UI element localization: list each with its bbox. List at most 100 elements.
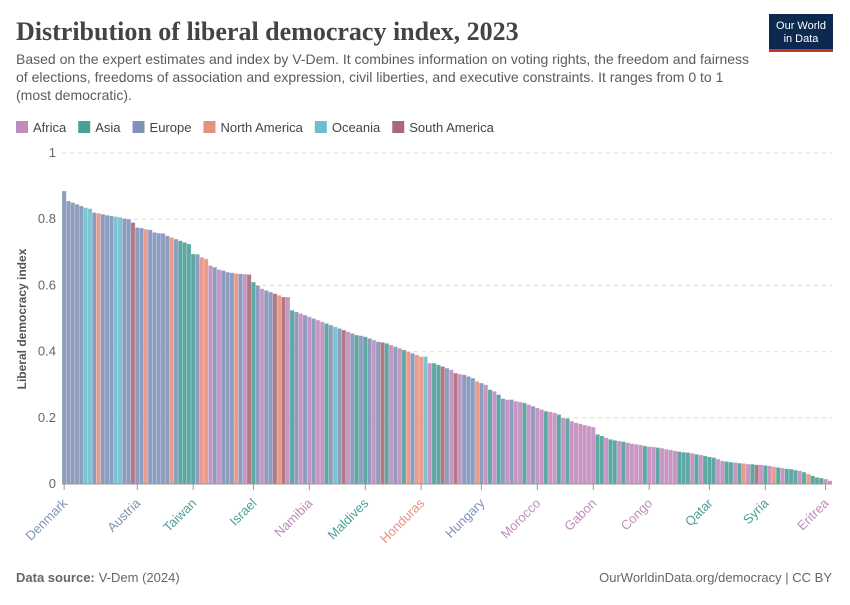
bar [371, 339, 377, 485]
bar [182, 242, 188, 485]
source-label-text: Data source: [16, 570, 95, 585]
bar [164, 235, 170, 485]
bar [504, 399, 510, 485]
bar [741, 463, 747, 485]
bar [500, 398, 506, 485]
bar [595, 434, 601, 485]
bar [354, 334, 360, 485]
bar [431, 362, 437, 485]
bar [74, 204, 80, 485]
bar [823, 478, 828, 485]
bar [113, 216, 119, 485]
bar [332, 326, 338, 485]
bar [556, 414, 562, 485]
bar [659, 447, 665, 485]
legend-label: Europe [150, 120, 192, 135]
bar [470, 377, 476, 485]
bar [629, 443, 635, 485]
source-label: Data source: V-Dem (2024) [16, 570, 180, 585]
bar [521, 402, 527, 485]
bar [620, 441, 626, 485]
bar [642, 445, 648, 485]
y-tick-label: 0.4 [38, 344, 56, 359]
bar [134, 227, 140, 485]
bar [61, 190, 67, 485]
bar [392, 346, 398, 485]
legend-label: South America [409, 120, 494, 135]
bar [401, 349, 407, 485]
bar [775, 467, 781, 485]
bar [810, 475, 816, 485]
bar [246, 274, 252, 485]
bar [70, 202, 76, 485]
x-tick-label: Gabon [561, 496, 599, 534]
logo-text: in Data [784, 33, 820, 45]
bar [195, 253, 200, 485]
bar [259, 288, 265, 485]
bar [173, 238, 179, 485]
bar [457, 373, 463, 485]
bar [341, 329, 347, 485]
bar [109, 215, 114, 485]
bar [478, 382, 484, 485]
bar [143, 228, 149, 485]
bar [405, 351, 411, 485]
bar [732, 462, 738, 485]
bar [663, 448, 669, 485]
bar [388, 344, 394, 485]
bar [517, 401, 523, 485]
bar [509, 399, 514, 485]
y-tick-label: 0.8 [38, 211, 56, 226]
legend-swatch [203, 121, 216, 133]
bar [603, 437, 609, 485]
bar [539, 409, 545, 485]
bar [526, 404, 532, 485]
bar [276, 295, 282, 485]
bar [496, 394, 502, 485]
bar [410, 352, 416, 485]
legend-swatch [78, 121, 91, 133]
bar [719, 460, 725, 485]
x-tick-label: Morocco [498, 496, 544, 542]
bar [285, 296, 291, 485]
bar [728, 461, 734, 485]
url[interactable]: OurWorldinData.org/democracy | CC BY [599, 570, 832, 585]
logo-bar [769, 49, 833, 52]
bar [491, 391, 497, 485]
bar [281, 296, 286, 485]
bar [573, 422, 579, 485]
bar [586, 425, 592, 485]
bar [552, 412, 557, 485]
bar [250, 281, 256, 485]
bar [418, 356, 424, 485]
logo-box[interactable] [769, 14, 833, 52]
bar [169, 237, 175, 485]
bar [147, 229, 153, 485]
chart-title: Distribution of liberal democracy index,… [16, 17, 519, 46]
bar [177, 240, 183, 485]
bar [242, 273, 248, 485]
y-tick-label: 0.6 [38, 277, 56, 292]
bar [384, 343, 390, 485]
legend-swatch [132, 121, 145, 133]
x-tick-label: Congo [618, 496, 656, 534]
bar [203, 258, 209, 485]
bar [397, 347, 403, 485]
bar [487, 389, 493, 485]
bar [345, 331, 351, 485]
bar [78, 205, 84, 485]
bar [698, 454, 704, 485]
bar [238, 273, 243, 485]
chart-subtitle: Based on the expert estimates and index … [16, 51, 750, 103]
legend-label: Asia [95, 120, 121, 135]
logo-text: Our World [776, 20, 826, 32]
bar [625, 442, 631, 485]
bar [435, 364, 441, 485]
legend-label: Africa [33, 120, 67, 135]
bar [139, 227, 145, 485]
y-axis-label: Liberal democracy index [15, 248, 29, 389]
bar [694, 453, 699, 485]
bar [190, 253, 196, 485]
bar [380, 342, 385, 485]
